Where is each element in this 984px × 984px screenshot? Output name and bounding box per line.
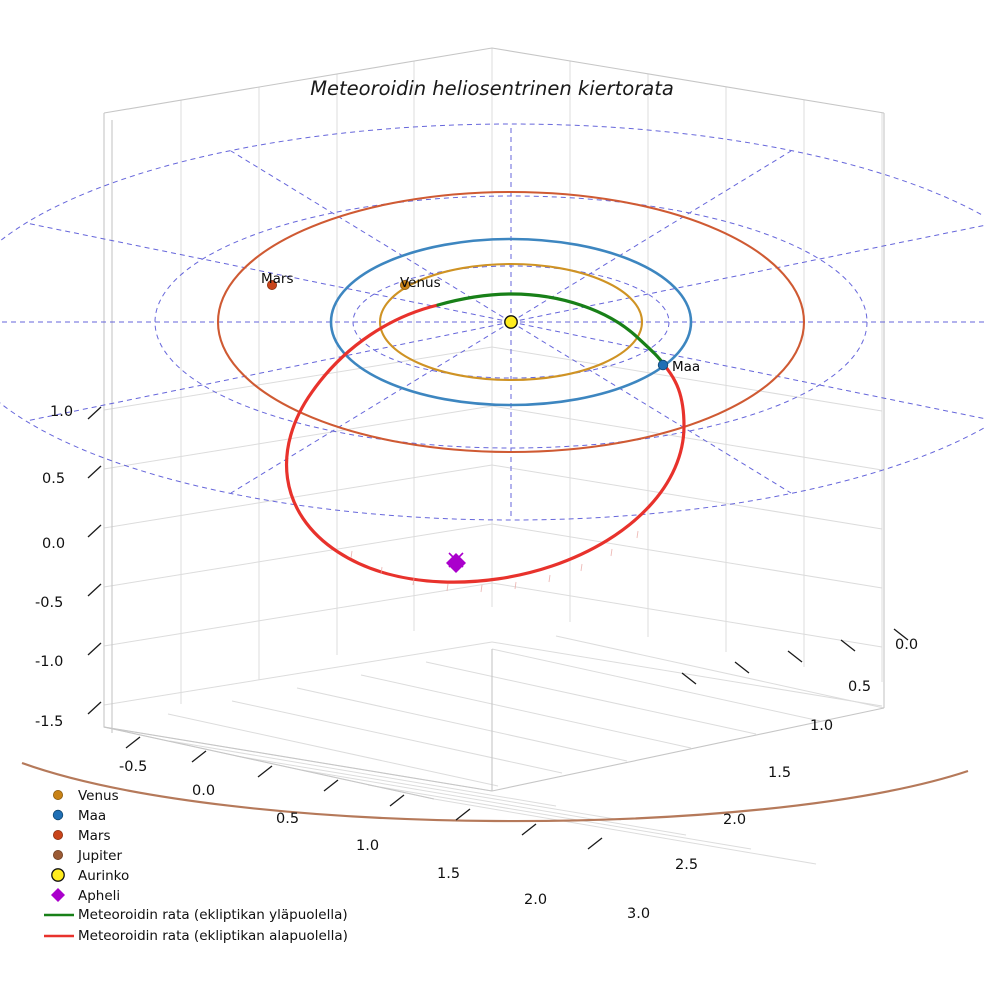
legend-label-aurinko: Aurinko (78, 868, 129, 884)
y-tick-1: 0.5 (848, 679, 871, 695)
meteoroid-orbit-above-ecliptic (436, 292, 666, 367)
label-mars: Mars (261, 271, 294, 287)
jupiter-marker-icon (53, 850, 64, 861)
body-apheli (446, 553, 466, 573)
orbit-venus (378, 262, 644, 382)
label-maa: Maa (672, 359, 700, 375)
maa-marker-icon (52, 809, 64, 821)
y-tick-3: 1.5 (768, 765, 791, 781)
z-tick-3: -0.5 (35, 595, 63, 611)
legend-label-mars: Mars (78, 828, 111, 844)
body-aurinko (504, 315, 518, 329)
meteoroid-orbit-below-ecliptic (284, 303, 686, 584)
legend-label-venus: Venus (78, 788, 119, 804)
apheli-marker-icon (51, 888, 65, 902)
z-tick-4: -1.0 (35, 654, 63, 670)
legend-item-meteoroid-above[interactable]: Meteoroidin rata (ekliptikan yläpuolella… (44, 907, 348, 923)
orbit-jupiter (21, 761, 969, 823)
z-tick-2: 0.0 (42, 536, 65, 552)
legend-label-jupiter: Jupiter (77, 848, 122, 864)
plot-box-wireframe (103, 47, 885, 865)
legend-item-mars[interactable]: Mars (53, 828, 111, 844)
axis-tick-marks (87, 406, 909, 850)
x-tick-2: 0.5 (276, 811, 299, 827)
label-venus: Venus (400, 275, 441, 291)
legend-item-aurinko[interactable]: Aurinko (51, 868, 129, 884)
y-tick-0: 0.0 (895, 637, 918, 653)
apheli-cross-marker (448, 552, 464, 568)
page-title: Meteoroidin heliosentrinen kiertorata (310, 77, 674, 100)
x-tick-7: 3.0 (627, 906, 650, 922)
x-tick-4: 1.5 (437, 866, 460, 882)
y-tick-4: 2.0 (723, 812, 746, 828)
x-tick-5: 2.0 (524, 892, 547, 908)
body-venus (399, 279, 410, 290)
legend-label-meteoroid-below: Meteoroidin rata (ekliptikan alapuolella… (78, 928, 348, 944)
x-tick-6: 2.5 (675, 857, 698, 873)
venus-marker-icon (53, 790, 64, 801)
x-tick-1: 0.0 (192, 783, 215, 799)
x-tick-0: -0.5 (119, 759, 147, 775)
body-mars (266, 279, 277, 290)
meteoroid-orbit (284, 292, 686, 593)
x-tick-3: 1.0 (356, 838, 379, 854)
orbit-maa (329, 237, 693, 407)
aurinko-marker-icon (51, 868, 65, 882)
z-tick-5: -1.5 (35, 714, 63, 730)
mars-marker-icon (53, 830, 64, 841)
body-maa (657, 359, 669, 371)
legend-item-venus[interactable]: Venus (53, 788, 119, 804)
legend-item-apheli[interactable]: Apheli (51, 888, 120, 904)
solar-system-bodies (266, 279, 669, 573)
legend-label-maa: Maa (78, 808, 106, 824)
orbit-mars (216, 190, 806, 454)
legend-label-meteoroid-above: Meteoroidin rata (ekliptikan yläpuolella… (78, 907, 348, 923)
legend-label-apheli: Apheli (78, 888, 120, 904)
legend: Venus Maa Mars Jupiter Aurinko Apheli Me… (44, 788, 348, 944)
legend-item-maa[interactable]: Maa (52, 808, 106, 824)
legend-item-jupiter[interactable]: Jupiter (53, 848, 122, 864)
legend-item-meteoroid-below[interactable]: Meteoroidin rata (ekliptikan alapuolella… (44, 928, 348, 944)
y-tick-2: 1.0 (810, 718, 833, 734)
z-tick-0: 1.0 (50, 404, 73, 420)
z-tick-1: 0.5 (42, 471, 65, 487)
planet-orbits (21, 190, 969, 823)
